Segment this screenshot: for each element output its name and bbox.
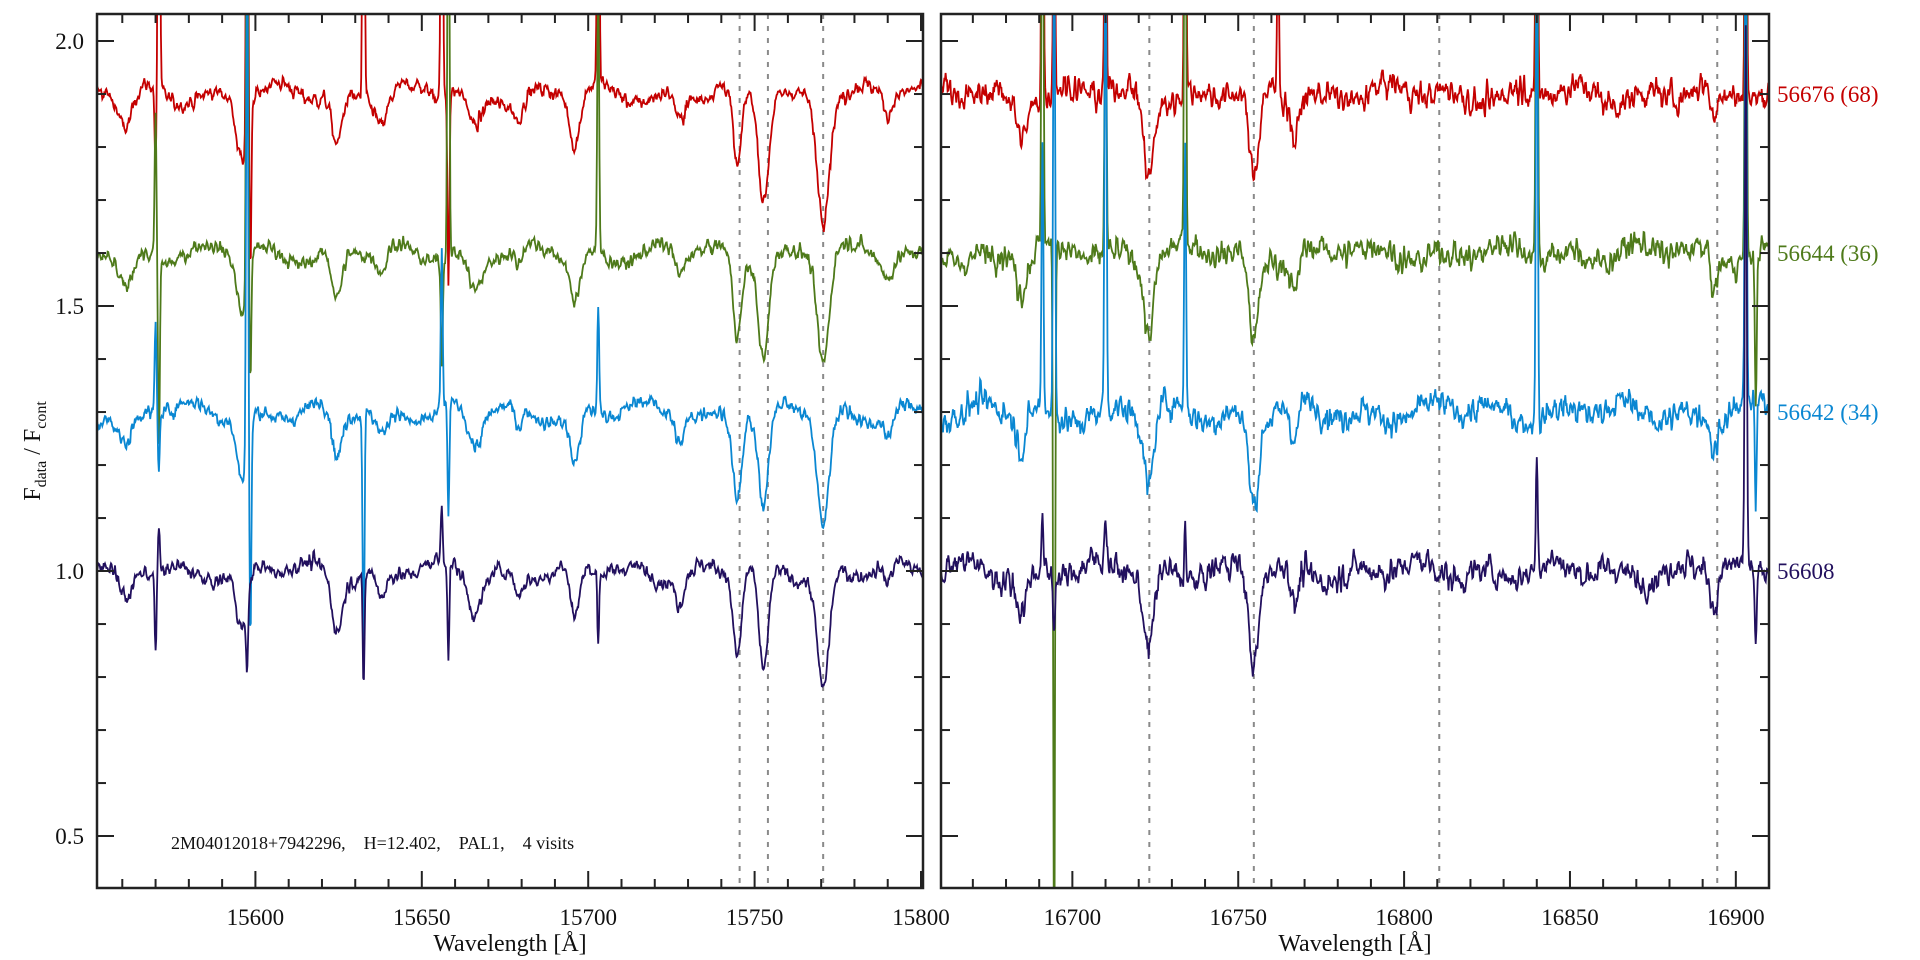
x-tick-label: 16900 <box>1707 905 1765 930</box>
series-label-56608: 56608 <box>1777 559 1835 584</box>
left-panel: 15600 15650 15700 15750 15800 0.5 1.0 1.5 2.0 <box>55 12 950 930</box>
y-tick-label: 1.5 <box>55 294 84 319</box>
star-annotation: 2M04012018+7942296, H=12.402, PAL1, 4 vi… <box>171 833 574 853</box>
series-labels: 56676 (68) 56644 (36) 56642 (34) 56608 <box>1777 82 1879 584</box>
y-axis-title: Fdata / Fcont <box>20 401 50 501</box>
x-tick-label: 16700 <box>1044 905 1102 930</box>
spectrum-line-56644 <box>97 14 923 444</box>
spectrum-line-56676 <box>941 14 1769 182</box>
x-axis-title-right: Wavelength [Å] <box>1278 931 1431 957</box>
plot-frame <box>95 12 925 890</box>
spectrum-line-56644 <box>941 14 1769 888</box>
series-label-56644: 56644 (36) <box>1777 241 1879 266</box>
x-tick-label: 15600 <box>227 905 285 930</box>
series-label-56676: 56676 (68) <box>1777 82 1879 107</box>
spectrum-line-56676 <box>97 14 923 286</box>
series-label-56642: 56642 (34) <box>1777 400 1879 425</box>
y-tick-label: 2.0 <box>55 29 84 54</box>
spectrum-line-56608 <box>97 505 923 688</box>
x-tick-label: 15750 <box>726 905 784 930</box>
x-axis-title-left: Wavelength [Å] <box>433 931 586 957</box>
y-axis-title-sub1: data <box>33 461 50 488</box>
plot-frame <box>939 12 1771 890</box>
x-tick-label: 15800 <box>892 905 950 930</box>
x-tick-label: 16750 <box>1209 905 1267 930</box>
spectrum-line-56642 <box>941 14 1769 513</box>
y-axis-title-sep: / F <box>20 429 46 461</box>
right-panel: 16700 16750 16800 16850 16900 <box>939 12 1771 930</box>
y-tick-label: 0.5 <box>55 824 84 849</box>
y-tick-label: 1.0 <box>55 559 84 584</box>
y-axis-title-main: F <box>20 487 46 500</box>
x-tick-label: 15700 <box>559 905 617 930</box>
x-tick-label: 15650 <box>393 905 451 930</box>
spectrum-line-56608 <box>941 25 1769 677</box>
y-axis-title-sub2: cont <box>33 401 50 429</box>
x-tick-label: 16850 <box>1541 905 1599 930</box>
x-tick-label: 16800 <box>1375 905 1433 930</box>
spectrum-line-56642 <box>97 14 923 646</box>
